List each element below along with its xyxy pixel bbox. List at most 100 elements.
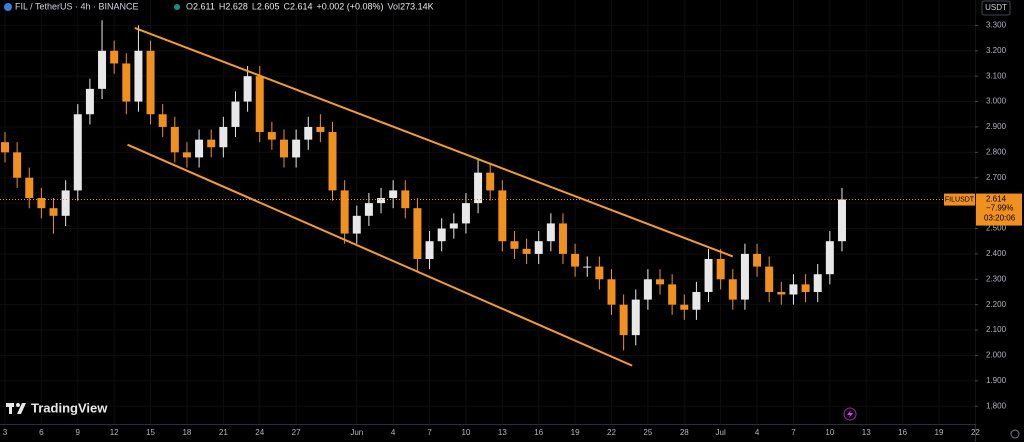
candle-body [777,291,786,295]
candle-body [279,139,288,158]
lightning-button[interactable] [843,407,857,421]
x-tick-label: 27 [292,428,301,437]
candle-body [583,266,592,268]
legend-text: +0.002 (+0.08%) [316,1,383,11]
candle-body [765,266,774,292]
candle-body [61,190,70,216]
legend-text: 2.614 [290,1,313,11]
price-tag-price: 2.614 [986,195,1007,204]
legend-text: O [186,1,193,11]
price-tag-countdown: 03:20:06 [984,214,1016,223]
price-tag [976,193,1022,226]
plot [0,0,976,424]
currency[interactable]: USDT [985,3,1007,12]
y-tick-label: 2.100 [986,325,1007,334]
y-tick-label: 2.500 [986,224,1007,233]
candle-body [413,208,422,259]
candle-body [267,132,276,140]
x-tick-label: 25 [643,428,652,437]
legend-text: 2.611 [193,1,215,11]
candle-body [631,299,640,336]
y-tick-label: 3.300 [986,20,1007,29]
candle-body [837,199,846,242]
x-tick-label: 10 [825,428,834,437]
candle-body [316,126,325,133]
candle-body [328,132,337,191]
y-tick-label: 2.800 [986,147,1007,156]
candle-body [13,152,22,178]
x-tick-label: 7 [427,428,432,437]
candle-body [377,198,386,204]
candle-body [134,50,143,102]
candle-body [522,248,531,254]
x-tick-label: 4 [755,428,760,437]
candle-body [753,253,762,267]
logo-slash [17,403,26,414]
candle-body [219,126,228,148]
candle-body [304,126,313,140]
lightning-icon[interactable] [847,410,853,418]
candle-body [73,114,82,191]
legend-text: 2.628 [225,1,248,11]
symbol-title: FIL / TetherUS · 4h · BINANCE [15,1,139,11]
candle-body [425,241,434,259]
candle-body [813,274,822,292]
candle-body [389,190,398,199]
candle-body [656,279,665,285]
x-tick-label: 28 [680,428,689,437]
x-tick-label: 7 [791,428,796,437]
candle-body [728,279,737,300]
y-tick-label: 2.200 [986,300,1007,309]
candle-body [801,284,810,292]
candle-body [122,63,131,102]
candle-body [98,50,107,89]
candle-body [474,172,483,204]
candle-body [510,241,519,249]
candle-body [704,258,713,292]
candle-body [740,253,749,300]
y-tick-label: 2.900 [986,122,1007,131]
candle-body [292,139,301,158]
candle-body [692,291,701,310]
candle-body [110,50,119,64]
candle-body [49,208,58,216]
x-tick-label: 16 [534,428,543,437]
x-tick-label: 6 [39,428,44,437]
candle-body [546,223,555,242]
candle-body [85,88,94,115]
trend-line [127,143,633,367]
candle-body [680,304,689,310]
logo-stem [9,403,12,414]
price-tag-change: −7.99% [986,204,1013,213]
x-tick-label: 3 [3,428,8,437]
candle-body [716,258,725,280]
candle-body [498,190,507,242]
candle-body [158,114,167,127]
candle-body [643,279,652,300]
candle-body [182,152,191,158]
candle-body [243,76,252,102]
y-tick-label: 3.000 [986,97,1007,106]
candle-body [146,50,155,115]
x-tick-label: 19 [935,428,944,437]
candle-body [558,223,567,254]
candle-body [25,177,34,199]
x-tick-label: 19 [571,428,580,437]
candle-body [231,101,240,127]
candle-body [340,190,349,234]
candle-body [789,284,798,295]
x-tick-label: 16 [898,428,907,437]
x-tick-label: 13 [498,428,507,437]
y-tick-label: 3.100 [986,71,1007,80]
x-tick-label: 21 [219,428,228,437]
logo-dot [16,403,20,407]
legend-text: 2.605 [257,1,280,11]
x-tick-label: 10 [461,428,470,437]
currency-box[interactable] [981,0,1011,16]
brand-logo: TradingView [6,400,108,415]
settings-button[interactable] [1010,429,1020,439]
candle-body [1,142,9,153]
x-tick-label: 13 [862,428,871,437]
